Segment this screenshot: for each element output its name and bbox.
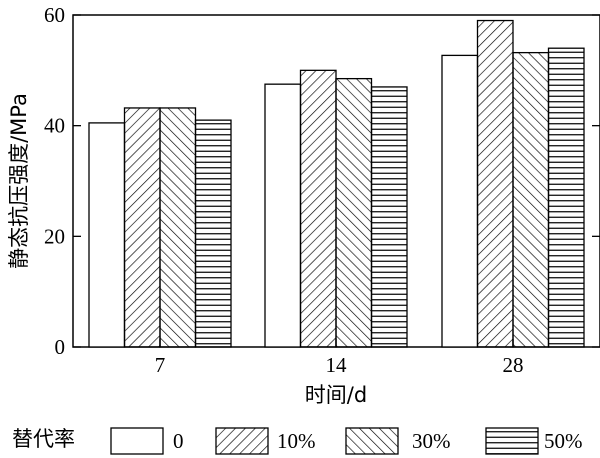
y-axis: 0 20 40 60 <box>44 3 600 359</box>
y-tick-label: 40 <box>44 114 65 138</box>
legend: 替代率 0 10% 30% 50% <box>12 427 583 455</box>
bar-28-0 <box>441 54 479 348</box>
x-axis-title: 时间/d <box>305 383 367 407</box>
legend-label-10pct: 10% <box>277 429 316 453</box>
legend-swatch-0 <box>110 427 164 455</box>
legend-label-30pct: 30% <box>412 429 451 453</box>
bar-28-50pct <box>547 47 585 348</box>
bar-14-30pct <box>335 77 373 348</box>
x-tick-label: 7 <box>155 353 166 377</box>
bar-14-10pct <box>299 69 337 348</box>
x-tick-label: 28 <box>503 353 524 377</box>
bar-7-0 <box>88 122 126 348</box>
bar-28-10pct <box>476 19 514 348</box>
y-axis-title: 静态抗压强度/MPa <box>7 93 31 269</box>
x-axis: 7 14 28 <box>155 339 524 377</box>
bar-14-50pct <box>370 86 408 348</box>
bar-7-10pct <box>123 107 161 348</box>
y-tick-label: 60 <box>44 3 65 27</box>
legend-title: 替代率 <box>12 427 75 451</box>
bar-14-0 <box>264 83 302 348</box>
x-tick-label: 14 <box>326 353 348 377</box>
legend-swatch-10pct <box>215 427 269 455</box>
y-tick-label: 0 <box>55 335 66 359</box>
bars-group <box>88 19 585 348</box>
legend-swatch-50pct <box>485 427 539 455</box>
legend-label-50pct: 50% <box>544 429 583 453</box>
bar-7-50pct <box>194 119 232 348</box>
bar-7-30pct <box>159 107 197 348</box>
legend-swatch-30pct <box>345 427 399 455</box>
legend-label-0: 0 <box>173 429 184 453</box>
bar-28-30pct <box>512 51 550 348</box>
y-tick-label: 20 <box>44 224 65 248</box>
